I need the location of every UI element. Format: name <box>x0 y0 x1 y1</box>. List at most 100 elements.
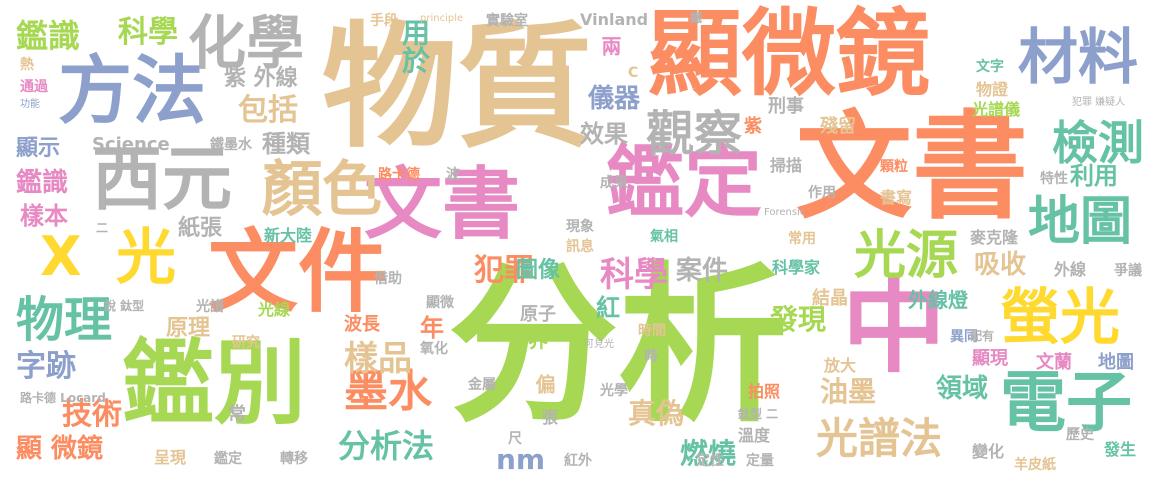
word-shou: 熱 <box>20 57 34 73</box>
word-yuanzi: 原子 <box>520 304 556 325</box>
word-xunxi: 訊息 <box>566 239 594 255</box>
word-jianding2: 鑑定 <box>214 451 242 467</box>
word-ditu2: 地圖 <box>1098 352 1134 373</box>
word-zhuanyi: 轉移 <box>280 451 308 467</box>
word-x: X <box>40 225 82 288</box>
word-jinshu: 金屬 <box>468 377 496 393</box>
word-chi: 尺 <box>508 431 522 447</box>
word-chengguo: 成果 <box>600 175 628 191</box>
word-wenjian: 文件 <box>208 220 388 325</box>
word-chang: 常 <box>225 404 246 422</box>
word-er: 二 <box>96 221 109 235</box>
word-xingshi: 刑事 <box>768 96 804 117</box>
word-canliu: 殘留 <box>820 116 856 137</box>
word-xianshi: 顯示 <box>16 136 61 161</box>
word-xiaoguo: 效果 <box>580 120 628 148</box>
word-principle: principle <box>420 13 464 24</box>
word-wenshu: 文書 <box>796 100 1028 235</box>
word-baokuo: 包括 <box>238 93 298 128</box>
word-saomiao: 掃描 <box>770 156 803 175</box>
word-lukade: 路卡德 <box>378 167 420 183</box>
word-kejianguang: 可見光 <box>584 339 614 350</box>
word-xianxian: 顯現 <box>972 348 1008 369</box>
word-hongwai: 紅外 <box>564 453 592 469</box>
word-tuxiang: 圖像 <box>516 258 561 283</box>
word-taixing: 鈦型 二 <box>738 407 779 421</box>
word-waixiandeng: 外線燈 <box>908 288 968 312</box>
word-wendu: 溫度 <box>738 426 771 445</box>
word-gongneng: 功能 <box>20 99 40 110</box>
word-zhang: 張 <box>542 408 559 427</box>
word-fangfa: 方法 <box>58 48 206 134</box>
word-wuzhi: 物質 <box>322 9 592 166</box>
word-xiandai: 新大陸 <box>264 226 313 245</box>
word-science: Science <box>92 134 170 155</box>
word-xianwei2: 顯 微鏡 <box>16 434 104 464</box>
word-nm: nm <box>496 443 546 476</box>
word-cailiao: 材料 <box>1018 23 1138 93</box>
word-guangxue: 光學 <box>600 383 628 399</box>
word-zhengyi: 爭議 <box>1114 263 1142 279</box>
word-liyong: 利用 <box>1070 162 1118 190</box>
word-zhenwei: 真偽 <box>628 397 685 430</box>
word-paizhao: 拍照 <box>748 382 781 401</box>
word-shuotaixing: 說 鈦型 <box>104 299 145 313</box>
word-shiyanshi: 實驗室 <box>486 13 528 29</box>
word-yangpizhi: 羊皮紙 <box>1014 457 1056 473</box>
word-wenlan: 文蘭 <box>1036 352 1072 373</box>
word-zi: 紫 <box>744 116 762 137</box>
word-fangda: 放大 <box>824 356 857 375</box>
word-nian: 年 <box>420 314 444 342</box>
word-tiexing: 鐵 <box>690 11 703 25</box>
word-tongdao: 通過 <box>20 79 48 95</box>
word-kexue2: 科學 <box>600 255 668 295</box>
word-ranshao: 燃燒 <box>680 437 737 470</box>
word-yiqi: 儀器 <box>588 84 641 114</box>
word-jishu: 技術 <box>62 397 122 432</box>
word-guanyuan: 光源 <box>854 226 959 286</box>
word-wenshu2: 文書 <box>364 160 521 250</box>
word-wuli: 物理 <box>16 292 113 348</box>
word-keli: 顆粒 <box>880 159 908 175</box>
word-xianxiang: 現象 <box>566 219 594 235</box>
word-biaoben: 樣本 <box>20 202 68 230</box>
word-moshui: 墨水 <box>344 366 432 417</box>
word-tiemoshui: 鐵墨水 <box>210 137 252 153</box>
word-chengxian: 呈現 <box>154 448 187 467</box>
word-anjian: 案件 <box>676 256 729 286</box>
word-fanzuiyi: 犯罪 嫌疑人 <box>1072 97 1126 108</box>
word-ditu: 地圖 <box>1028 192 1133 252</box>
word-qiqing: 氣相 <box>650 229 678 245</box>
word-guanpufa: 光譜法 <box>816 414 943 463</box>
word-peiyou: 配有 <box>970 329 995 343</box>
word-changyong: 常用 <box>788 231 816 247</box>
word-shijie: 世界 <box>508 328 548 352</box>
word-yuanli: 原理 <box>166 316 211 341</box>
word-zhong: 中 <box>842 265 947 387</box>
word-c: C <box>628 65 639 81</box>
word-jianbie: 鑑別 <box>122 330 307 437</box>
word-guangxian: 光線 <box>258 300 291 319</box>
word-liang: 兩 <box>598 36 622 56</box>
word-yingguang: 螢光 <box>1000 283 1120 353</box>
word-shi: 時 <box>644 349 658 365</box>
word-lingyu: 領域 <box>936 374 989 404</box>
word-yongyu: 用於 <box>398 18 431 74</box>
word-guang: 光 <box>116 223 176 293</box>
word-jianshi2: 鑑識 <box>16 168 69 198</box>
word-dingxing: 定性 <box>696 453 724 469</box>
word-vinland: Vinland <box>580 10 649 29</box>
word-zi-waixian: 紫 外線 <box>224 66 298 91</box>
word-yanjiu: 研究 <box>232 335 260 351</box>
word-zhizhang: 紙張 <box>178 216 223 241</box>
word-wuzheng: 物證 <box>976 80 1009 99</box>
word-xianwei3: 顯微 <box>426 295 454 311</box>
word-yanghua: 氧化 <box>420 341 448 357</box>
word-xishou: 吸收 <box>974 250 1027 280</box>
word-zizhi: 字跡 <box>16 349 76 384</box>
word-xianweijing: 顯微鏡 <box>648 0 931 109</box>
word-huaxue: 化學 <box>188 9 305 77</box>
word-maikelong: 麥克隆 <box>970 228 1019 247</box>
word-youmo: 油墨 <box>820 375 877 408</box>
